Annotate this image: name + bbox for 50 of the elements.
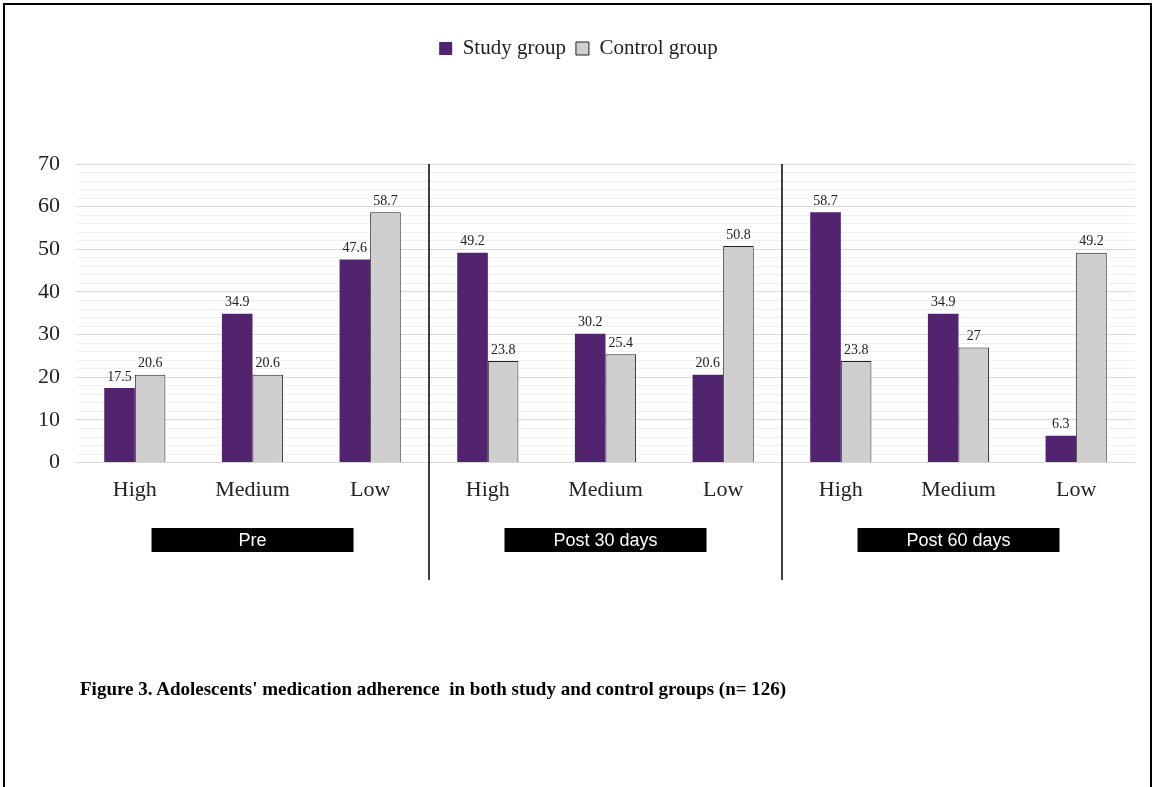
- y-tick-label: 60: [38, 192, 60, 218]
- y-tick-label: 50: [38, 235, 60, 261]
- y-tick-label: 10: [38, 405, 60, 431]
- legend-label: Study group: [462, 35, 566, 60]
- x-tick-label: Medium: [568, 475, 643, 501]
- y-tick-label: 30: [38, 320, 60, 346]
- y-tick-label: 70: [38, 149, 60, 175]
- legend-label: Control group: [599, 35, 718, 60]
- text: Pre: [238, 529, 267, 550]
- data-label: 20.6: [695, 355, 721, 371]
- data-label: 20.6: [255, 355, 281, 371]
- x-tick-label: Medium: [921, 475, 996, 501]
- data-label: 34.9: [930, 294, 956, 310]
- data-label: 47.6: [342, 240, 368, 256]
- data-label: 25.4: [608, 334, 634, 350]
- bar: [339, 259, 371, 463]
- x-tick-label: High: [818, 475, 863, 501]
- bar: [104, 387, 135, 463]
- x-tick-label: Low: [703, 475, 744, 501]
- y-tick-label: 40: [38, 277, 60, 303]
- x-tick-label: Low: [1056, 475, 1097, 501]
- data-label: 58.7: [373, 192, 398, 208]
- data-label: 27: [966, 328, 981, 344]
- data-label: 50.8: [726, 226, 751, 242]
- data-label: 30.2: [577, 314, 603, 330]
- bar: [810, 212, 841, 463]
- text: Post 60 days: [906, 529, 1011, 550]
- bar: [692, 374, 724, 463]
- data-label: 58.7: [813, 192, 838, 208]
- data-label: 23.8: [843, 341, 869, 357]
- bar: [221, 313, 253, 463]
- y-tick-label: 20: [38, 363, 60, 389]
- bar: [574, 333, 606, 463]
- x-tick-label: Low: [350, 475, 391, 501]
- data-label: 17.5: [107, 368, 132, 384]
- data-label: 49.2: [460, 233, 485, 249]
- x-tick-label: High: [465, 475, 510, 501]
- caption: Figure 3. Adolescents' medication adherence in both study and control groups (n= 126): [80, 678, 787, 700]
- bar: [927, 313, 959, 463]
- x-tick-label: Medium: [215, 475, 290, 501]
- data-label: 20.6: [137, 355, 163, 371]
- text: Post 30 days: [553, 529, 658, 550]
- bar: [1045, 435, 1077, 463]
- data-label: 49.2: [1079, 233, 1104, 249]
- data-label: 6.3: [1052, 416, 1070, 432]
- y-tick-label: 0: [49, 448, 60, 474]
- x-tick-label: High: [112, 475, 157, 501]
- data-label: 34.9: [224, 294, 250, 310]
- bar: [457, 252, 488, 463]
- data-label: 23.8: [490, 341, 516, 357]
